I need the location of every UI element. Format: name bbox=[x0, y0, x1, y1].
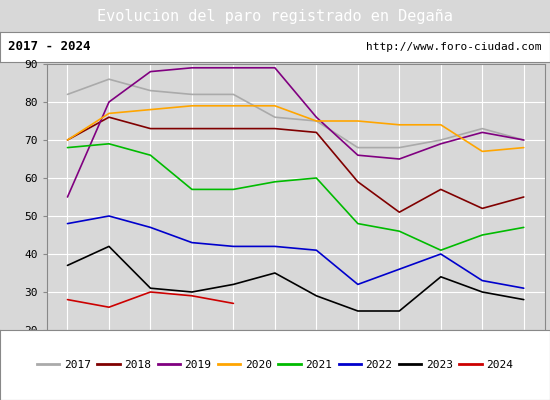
Text: http://www.foro-ciudad.com: http://www.foro-ciudad.com bbox=[366, 42, 542, 52]
Text: 2017 - 2024: 2017 - 2024 bbox=[8, 40, 91, 54]
Legend: 2017, 2018, 2019, 2020, 2021, 2022, 2023, 2024: 2017, 2018, 2019, 2020, 2021, 2022, 2023… bbox=[32, 356, 518, 374]
Text: Evolucion del paro registrado en Degaña: Evolucion del paro registrado en Degaña bbox=[97, 8, 453, 24]
